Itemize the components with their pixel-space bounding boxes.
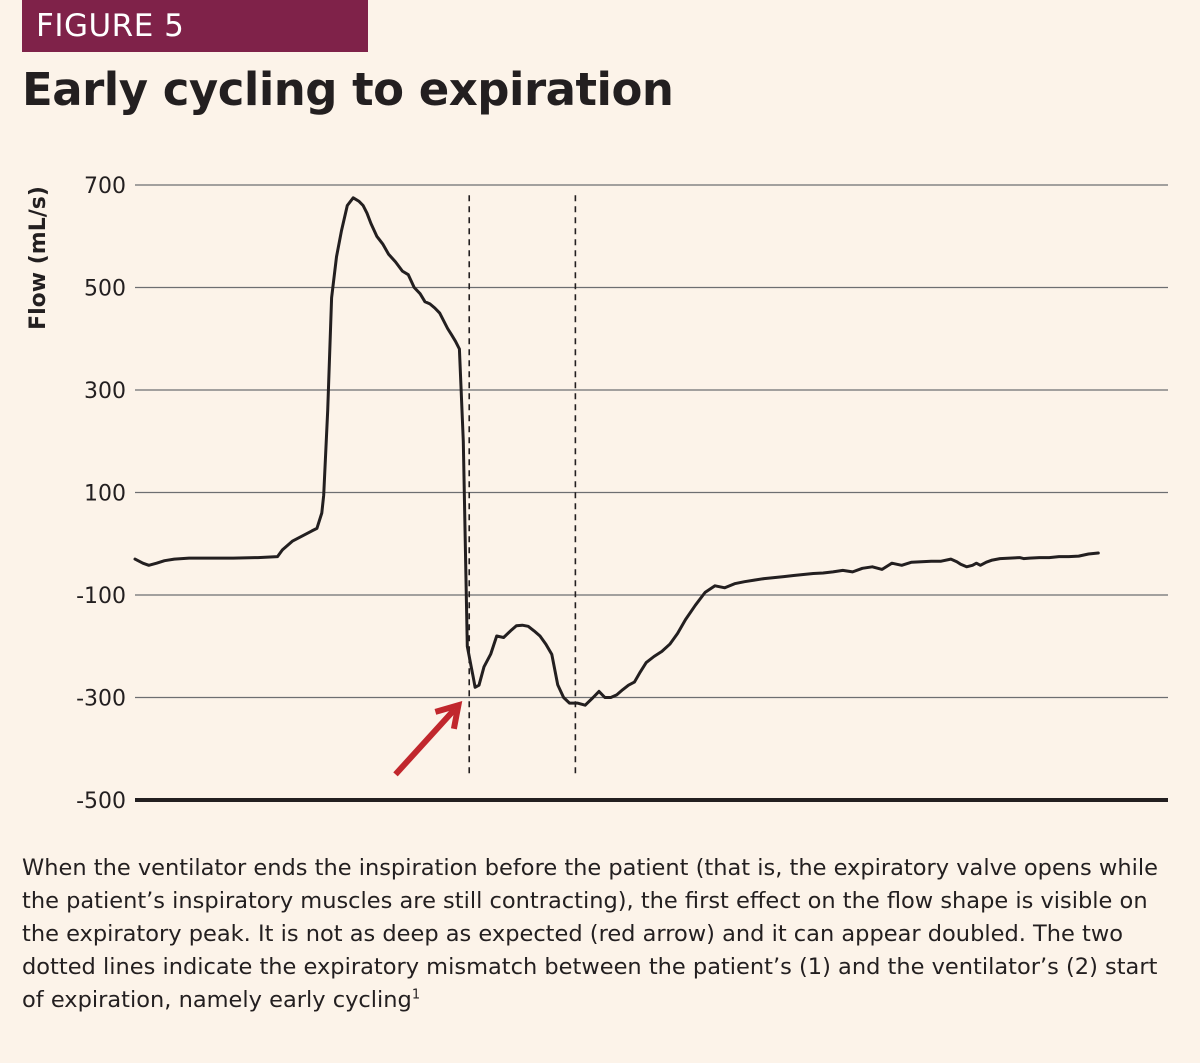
caption-reference: 1 bbox=[411, 987, 421, 1003]
y-tick-label: 700 bbox=[84, 174, 126, 199]
y-tick-label: -300 bbox=[76, 687, 126, 712]
dotted-markers bbox=[468, 195, 577, 775]
y-tick-label: 500 bbox=[84, 277, 126, 302]
y-tick-label: 300 bbox=[84, 379, 126, 404]
annotations bbox=[393, 700, 463, 777]
red-arrow-head bbox=[434, 700, 463, 730]
caption-text: When the ventilator ends the inspiration… bbox=[22, 855, 1158, 1013]
y-tick-label: -100 bbox=[76, 584, 126, 609]
y-tick-label: -500 bbox=[76, 789, 126, 814]
flow-chart-svg: 700 500 300 100 -100 -300 -500 Flow (mL/s) bbox=[26, 174, 1168, 814]
figure-label: FIGURE 5 bbox=[22, 0, 368, 52]
y-axis-label: Flow (mL/s) bbox=[26, 186, 51, 330]
red-arrow-shaft bbox=[393, 707, 457, 777]
y-tick-labels: 700 500 300 100 -100 -300 -500 bbox=[76, 174, 126, 814]
y-tick-label: 100 bbox=[84, 482, 126, 507]
figure-caption: When the ventilator ends the inspiration… bbox=[22, 852, 1182, 1017]
flow-chart: 700 500 300 100 -100 -300 -500 Flow (mL/s) bbox=[0, 150, 1200, 840]
flow-trace-line bbox=[133, 196, 1100, 707]
grid-lines bbox=[135, 184, 1168, 802]
figure-title: Early cycling to expiration bbox=[22, 63, 674, 116]
flow-traces bbox=[133, 196, 1100, 707]
